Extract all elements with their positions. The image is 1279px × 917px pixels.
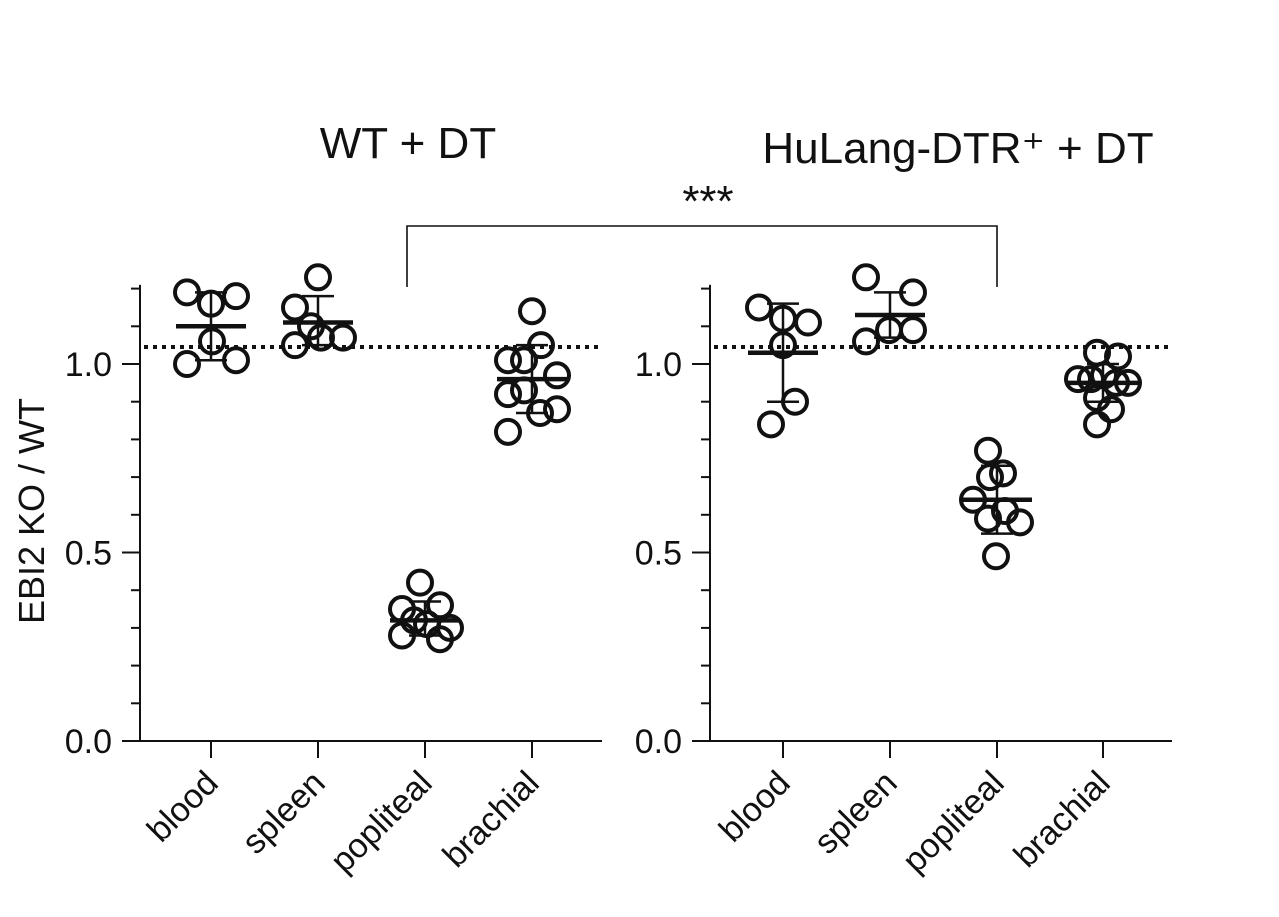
data-group-blood bbox=[173, 278, 250, 378]
data-point bbox=[1064, 365, 1092, 394]
data-group-popliteal bbox=[388, 568, 464, 654]
data-point bbox=[1083, 410, 1111, 439]
data-point bbox=[329, 323, 357, 352]
significance-bracket bbox=[406, 225, 998, 287]
data-point bbox=[304, 263, 332, 292]
data-group-brachial bbox=[494, 297, 571, 446]
data-point bbox=[173, 350, 201, 378]
data-point bbox=[494, 380, 522, 409]
data-group-spleen bbox=[852, 263, 927, 356]
y-tick-label: 0.5 bbox=[65, 535, 112, 573]
data-point bbox=[757, 410, 785, 439]
y-axis-label: EBI2 KO / WT bbox=[11, 398, 52, 624]
data-point bbox=[222, 282, 250, 311]
data-point bbox=[543, 361, 571, 390]
data-point bbox=[281, 293, 309, 322]
significance-label: *** bbox=[682, 177, 733, 226]
data-point bbox=[543, 395, 571, 424]
data-point bbox=[1097, 395, 1125, 424]
data-point bbox=[426, 625, 454, 654]
data-point bbox=[989, 459, 1017, 488]
y-tick-label: 1.0 bbox=[635, 346, 682, 384]
data-point bbox=[510, 346, 538, 375]
data-point bbox=[974, 436, 1002, 465]
panel-title-wt-dt: WT + DT bbox=[320, 119, 496, 168]
data-point bbox=[406, 568, 434, 597]
data-point bbox=[974, 504, 1002, 533]
data-group-blood bbox=[745, 293, 822, 439]
data-point bbox=[899, 316, 927, 345]
y-tick-label: 0.5 bbox=[635, 535, 682, 573]
y-tick-label: 0.0 bbox=[65, 723, 112, 761]
data-point bbox=[494, 346, 522, 375]
data-point bbox=[1006, 508, 1034, 537]
y-tick-label: 1.0 bbox=[65, 346, 112, 384]
data-point bbox=[745, 293, 773, 322]
data-point bbox=[852, 327, 880, 356]
data-point bbox=[852, 263, 880, 292]
data-group-brachial bbox=[1064, 338, 1142, 439]
data-point bbox=[426, 591, 454, 620]
data-point bbox=[794, 308, 822, 337]
panel-title-hulang-dtr-dt: HuLang-DTR⁺ + DT bbox=[762, 124, 1153, 173]
data-group-popliteal bbox=[959, 436, 1034, 571]
data-point bbox=[518, 297, 546, 326]
data-point bbox=[1104, 342, 1132, 371]
data-group-spleen bbox=[281, 263, 357, 360]
data-point bbox=[982, 542, 1010, 571]
y-tick-label: 0.0 bbox=[635, 723, 682, 761]
data-point bbox=[494, 417, 522, 446]
